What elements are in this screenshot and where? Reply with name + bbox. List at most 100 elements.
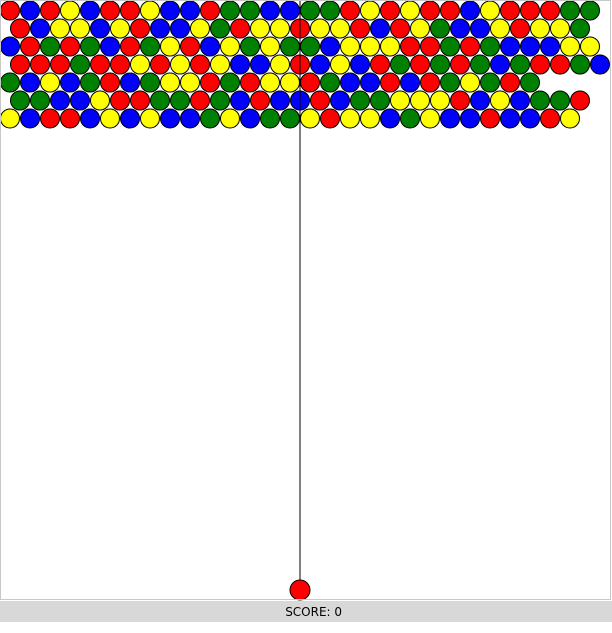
bubble [150,54,170,75]
bubble [70,90,90,111]
bubble [200,0,220,21]
bubble [10,18,30,39]
bubble [540,108,560,129]
bubble [180,0,200,21]
bubble [170,54,190,75]
bubble [180,108,200,129]
bubble [0,0,20,21]
bubble [160,36,180,57]
bubble [570,54,590,75]
bubble [430,54,450,75]
bubble [520,0,540,21]
bubble [170,90,190,111]
bubble [550,90,570,111]
bubble [410,18,430,39]
bubble [30,54,50,75]
bubble [480,36,500,57]
bubble [40,0,60,21]
bubble [120,108,140,129]
bubble [390,54,410,75]
bubble [400,36,420,57]
bubble [110,54,130,75]
game-board[interactable] [0,0,612,601]
bubble [240,72,260,93]
bubble [140,108,160,129]
bubble [440,108,460,129]
bubble [550,54,570,75]
bubble [40,72,60,93]
bubble [420,72,440,93]
bubble [220,0,240,21]
bubble [440,0,460,21]
status-bar: SCORE: 0 [0,601,612,622]
bubble [250,54,270,75]
bubble [320,0,340,21]
bubble [360,108,380,129]
bubble [310,18,330,39]
bubble [200,36,220,57]
bubble [270,54,290,75]
bubble [50,18,70,39]
bubble [540,36,560,57]
bubble [220,36,240,57]
bubble [300,0,320,21]
bubble [360,0,380,21]
bubble [440,72,460,93]
bubble [80,0,100,21]
bubble [400,72,420,93]
bubble [370,90,390,111]
bubble [190,54,210,75]
bubble [560,36,580,57]
bubble [300,72,320,93]
bubble [410,54,430,75]
bubble [260,36,280,57]
bubble [10,54,30,75]
bubble [590,54,610,75]
bubble [60,72,80,93]
bubble [310,54,330,75]
bubble [100,36,120,57]
bubble [200,72,220,93]
bubble [370,54,390,75]
bubble [480,108,500,129]
bubble [500,36,520,57]
bubble [340,0,360,21]
bubble [400,108,420,129]
bubble [100,108,120,129]
bubble [240,0,260,21]
bubble [420,0,440,21]
bubble [450,18,470,39]
bubble [340,72,360,93]
bubble [580,0,600,21]
bubble [570,90,590,111]
bubble-grid [0,0,610,129]
bubble [330,54,350,75]
bubble [190,18,210,39]
shooter-ball[interactable] [289,579,311,601]
bubble [30,18,50,39]
bubble-field[interactable] [0,0,612,601]
bubble [380,36,400,57]
bubble [420,108,440,129]
bubble [230,90,250,111]
bubble [280,108,300,129]
bubble [460,72,480,93]
bubble [200,108,220,129]
bubble [380,0,400,21]
bubble [420,36,440,57]
bubble [0,108,20,129]
bubble [480,0,500,21]
bubble [520,72,540,93]
bubble [240,108,260,129]
bubble [120,0,140,21]
bubble [140,36,160,57]
bubble [150,90,170,111]
bubble [230,54,250,75]
bubble [90,18,110,39]
bubble [70,54,90,75]
bubble [490,18,510,39]
bubble [480,72,500,93]
bubble [510,90,530,111]
bubble [120,72,140,93]
bubble [230,18,250,39]
